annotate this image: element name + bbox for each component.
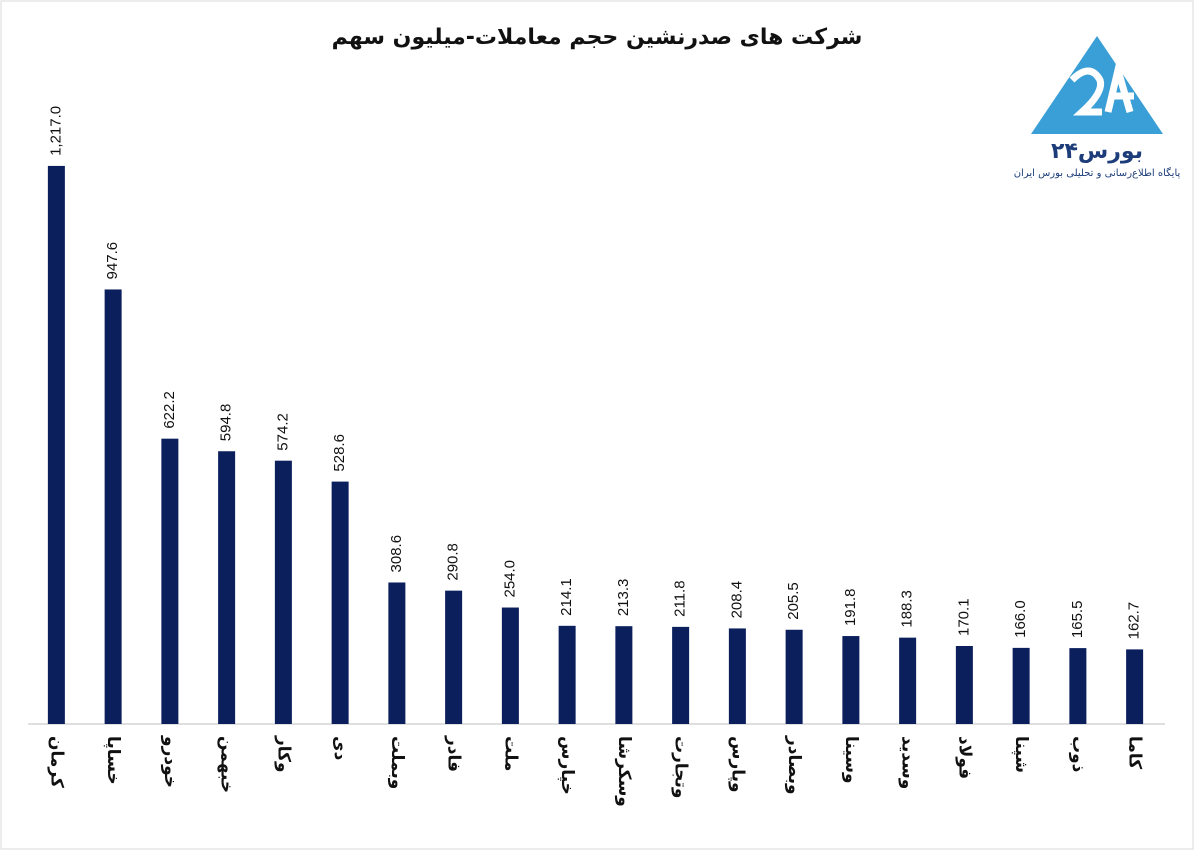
logo-name: بورس۲۴ (1051, 139, 1143, 164)
value-label: 254.0 (501, 560, 518, 598)
bar (274, 460, 292, 724)
value-label: 170.1 (955, 598, 972, 636)
value-label: 191.8 (842, 588, 859, 626)
bar (47, 165, 65, 724)
bar (672, 626, 690, 724)
bar (445, 590, 463, 724)
chart-title: شرکت های صدرنشین حجم معاملات-میلیون سهم (332, 25, 863, 50)
bar (501, 607, 519, 724)
x-tick-label: وسینا (841, 736, 861, 784)
x-tick-label: کرمان (46, 736, 66, 788)
x-tick-label: خبهمن (217, 736, 237, 793)
x-tick-label: شپنا (1011, 736, 1031, 773)
x-tick-label: خودرو (160, 735, 180, 788)
x-tick-label: وسکرشا (614, 736, 634, 807)
x-tick-label: فادر (444, 735, 464, 772)
value-label: 211.8 (672, 580, 689, 616)
x-tick-label: فولاد (954, 736, 974, 779)
x-tick-label: وبصادر (784, 735, 804, 795)
bar (615, 626, 633, 724)
x-tick-label: وتجارت (671, 736, 691, 798)
x-tick-label: دی (330, 736, 350, 761)
bar (955, 645, 973, 724)
value-label: 290.8 (445, 543, 462, 581)
bar (899, 637, 917, 724)
bar (331, 481, 349, 724)
x-tick-label: ذوب (1068, 736, 1088, 773)
value-label: 947.6 (104, 242, 121, 280)
x-tick-label: وکار (273, 735, 293, 773)
x-tick-label: وسدید (898, 736, 918, 789)
bar (104, 289, 122, 724)
bar (842, 636, 860, 724)
bar (1069, 648, 1087, 724)
value-label: 528.6 (331, 434, 348, 472)
logo: بورس۲۴ پایگاه اطلاع‌رسانی و تحلیلی بورس … (1014, 36, 1181, 179)
value-label: 213.3 (615, 579, 632, 617)
value-label: 622.2 (161, 391, 178, 429)
bar (728, 628, 746, 724)
bar (388, 582, 406, 724)
value-label: 188.3 (899, 590, 916, 628)
bar (785, 629, 803, 724)
bar (558, 625, 576, 724)
x-tick-label: وپارس (727, 736, 747, 793)
bar (161, 438, 179, 724)
bar (218, 451, 236, 724)
value-label: 214.1 (558, 578, 575, 616)
x-tick-label: خپارس (557, 736, 577, 795)
logo-mark (1069, 56, 1134, 116)
x-tick-label: خساپا (103, 736, 123, 785)
logo-tagline: پایگاه اطلاع‌رسانی و تحلیلی بورس ایران (1014, 167, 1181, 179)
value-label: 574.2 (274, 413, 291, 451)
x-tick-label: وبملت (387, 736, 407, 789)
bar (1126, 649, 1144, 724)
value-label: 166.0 (1012, 600, 1029, 638)
value-label: 308.6 (388, 535, 405, 573)
value-label: 594.8 (218, 404, 235, 442)
value-label: 162.7 (1126, 602, 1143, 640)
x-tick-label: ملت (500, 736, 520, 771)
x-tick-label: کاما (1125, 736, 1145, 769)
bar (1012, 647, 1030, 724)
value-label: 165.5 (1069, 601, 1086, 639)
value-label: 208.4 (728, 581, 745, 619)
value-label: 1,217.0 (47, 106, 64, 156)
value-label: 205.5 (785, 582, 802, 620)
